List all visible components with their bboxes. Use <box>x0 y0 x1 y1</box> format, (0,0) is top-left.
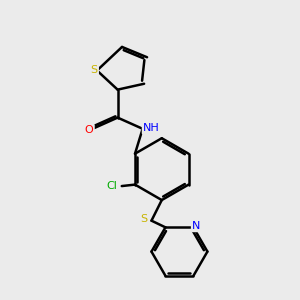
Text: N: N <box>192 221 201 231</box>
Text: NH: NH <box>143 123 160 133</box>
Text: S: S <box>91 65 98 75</box>
Text: S: S <box>140 214 148 224</box>
Text: O: O <box>85 125 93 135</box>
Text: Cl: Cl <box>106 181 117 191</box>
